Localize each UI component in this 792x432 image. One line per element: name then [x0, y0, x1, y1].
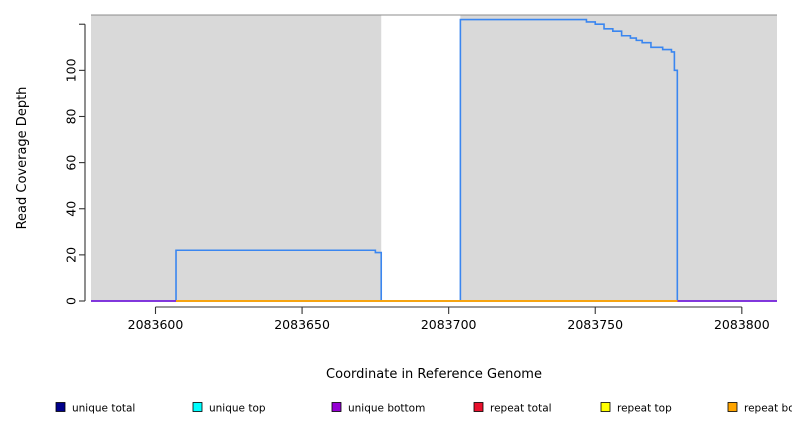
- series-unique_total: [91, 18, 777, 302]
- chart-legend: unique total unique top unique bottom repea…: [55, 402, 792, 415]
- x-tick-label-2083700: 2083700: [421, 317, 477, 332]
- legend-item-repeat-total[interactable]: repeat total: [473, 402, 552, 415]
- axis-layer: [79, 23, 743, 314]
- legend-item-repeat-bottom[interactable]: repeat bottom: [727, 402, 792, 415]
- repeat-region-left: [91, 15, 382, 301]
- legend-swatch-repeat-total: [473, 402, 484, 412]
- legend-label-repeat-total: repeat total: [490, 403, 552, 415]
- y-tick-label-20: 20: [64, 247, 79, 263]
- legend-swatch-repeat-top: [600, 402, 611, 412]
- legend-item-repeat-top[interactable]: repeat top: [600, 402, 672, 415]
- legend-item-unique-top[interactable]: unique top: [192, 402, 266, 415]
- legend-label-unique-total: unique total: [72, 403, 135, 415]
- y-tick-label-40: 40: [64, 201, 79, 217]
- legend-swatch-unique-top: [192, 402, 203, 412]
- legend-label-repeat-top: repeat top: [617, 403, 672, 415]
- x-tick-label-2083750: 2083750: [567, 317, 623, 332]
- y-tick-label-0: 0: [64, 297, 79, 305]
- x-tick-label-2083600: 2083600: [128, 317, 184, 332]
- x-tick-label-2083800: 2083800: [714, 317, 770, 332]
- repeat-region-right: [460, 15, 777, 301]
- series-layer: [91, 18, 777, 302]
- y-tick-label-60: 60: [64, 155, 79, 171]
- y-tick-label-80: 80: [64, 108, 79, 124]
- legend-label-unique-top: unique top: [209, 403, 266, 415]
- axis-label-layer: 0 20 40 60 80 100 2083600 2083650 2083700 2083750…: [15, 58, 770, 382]
- legend-swatch-unique-bottom: [331, 402, 342, 412]
- legend-swatch-repeat-bottom: [727, 402, 738, 412]
- y-axis-title: Read Coverage Depth: [15, 87, 30, 230]
- y-tick-label-100: 100: [64, 58, 79, 82]
- x-axis-title: Coordinate in Reference Genome: [326, 367, 542, 382]
- legend-item-unique-total[interactable]: unique total: [55, 402, 135, 415]
- legend-label-repeat-bottom: repeat bottom: [744, 403, 792, 415]
- x-tick-label-2083650: 2083650: [274, 317, 330, 332]
- legend-swatch-unique-total: [55, 402, 66, 412]
- shaded-region-layer: [91, 14, 777, 301]
- legend-item-unique-bottom[interactable]: unique bottom: [331, 402, 425, 415]
- legend-label-unique-bottom: unique bottom: [348, 403, 425, 415]
